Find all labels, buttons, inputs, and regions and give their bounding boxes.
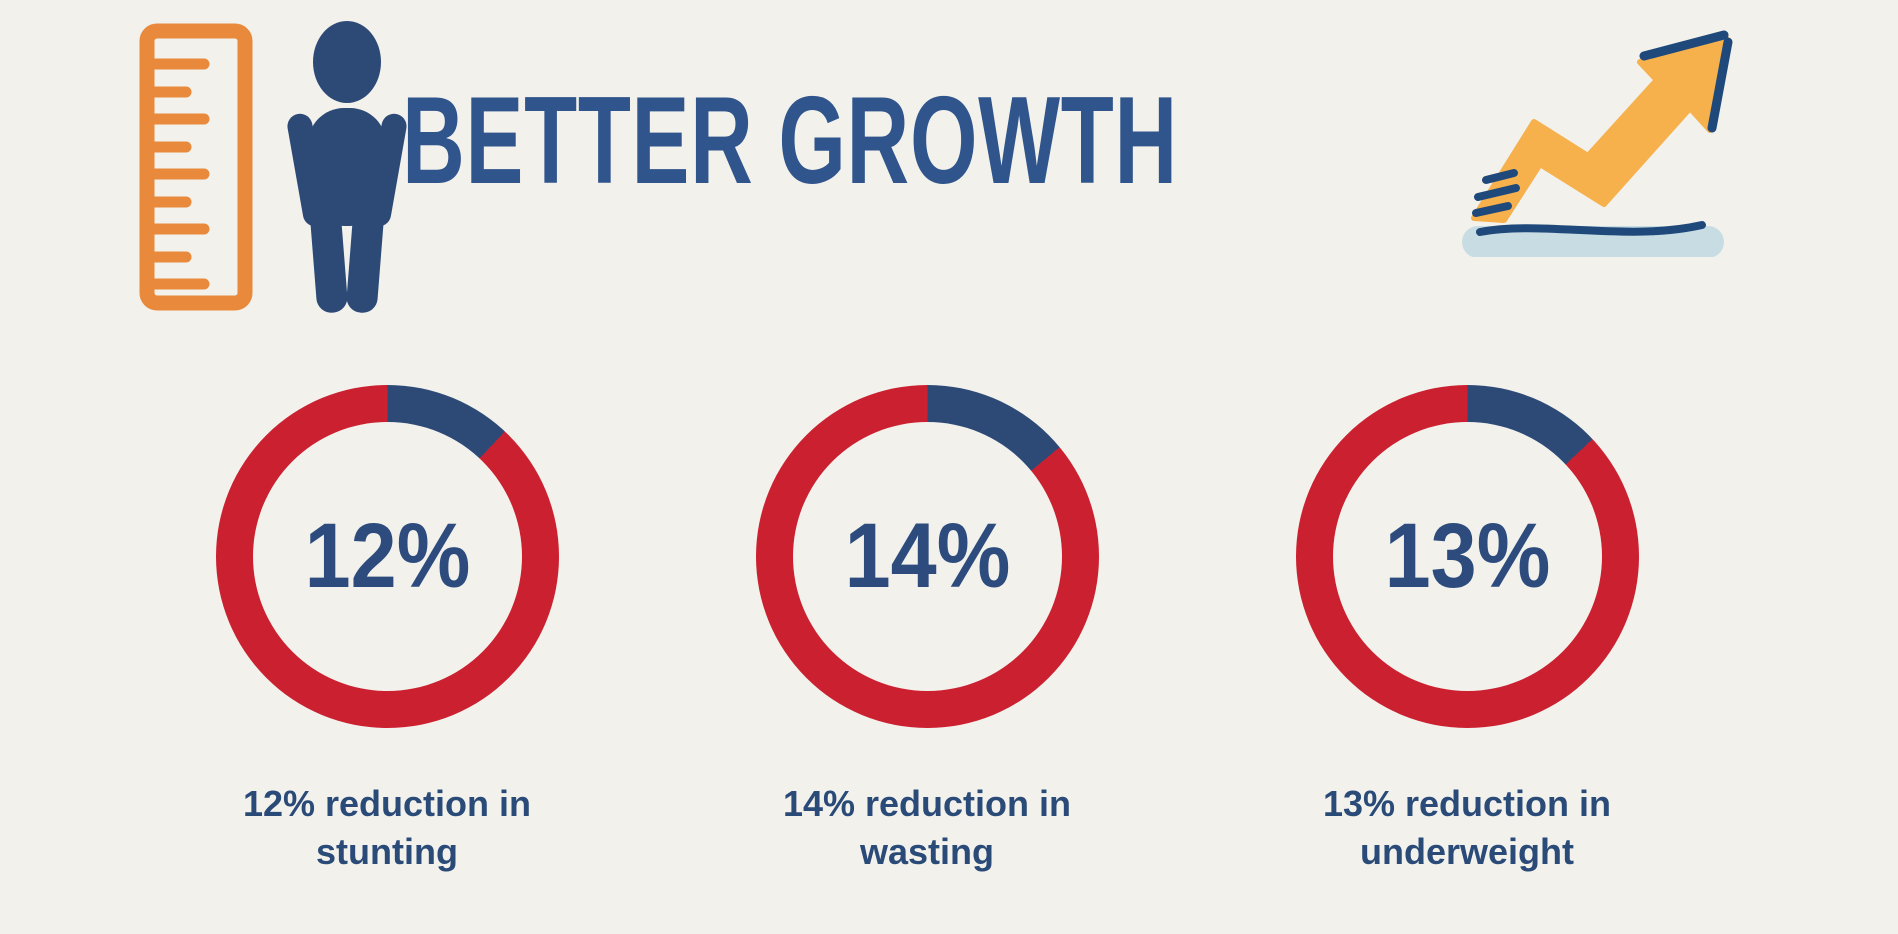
ruler-icon — [139, 23, 253, 311]
donut-caption: 14% reduction in wasting — [782, 783, 1072, 872]
donut-caption: 12% reduction in stunting — [242, 783, 532, 872]
donut-chart-underweight: 13% 13% reduction in underweight — [1257, 385, 1677, 875]
growth-arrow-icon — [1462, 30, 1733, 257]
donut-ring: 13% — [1295, 385, 1639, 728]
person-icon — [287, 21, 407, 313]
donut-value: 13% — [1384, 505, 1550, 607]
donut-ring: 14% — [755, 385, 1099, 728]
donut-chart-stunting: 12% 12% reduction in stunting — [177, 385, 597, 875]
donut-value: 12% — [304, 505, 470, 607]
donut-chart-wasting: 14% 14% reduction in wasting — [717, 385, 1137, 875]
donut-ring: 12% — [215, 385, 559, 728]
page-title: BETTER GROWTH — [402, 72, 1178, 210]
donut-value: 14% — [844, 505, 1010, 607]
donut-caption: 13% reduction in underweight — [1322, 783, 1612, 872]
